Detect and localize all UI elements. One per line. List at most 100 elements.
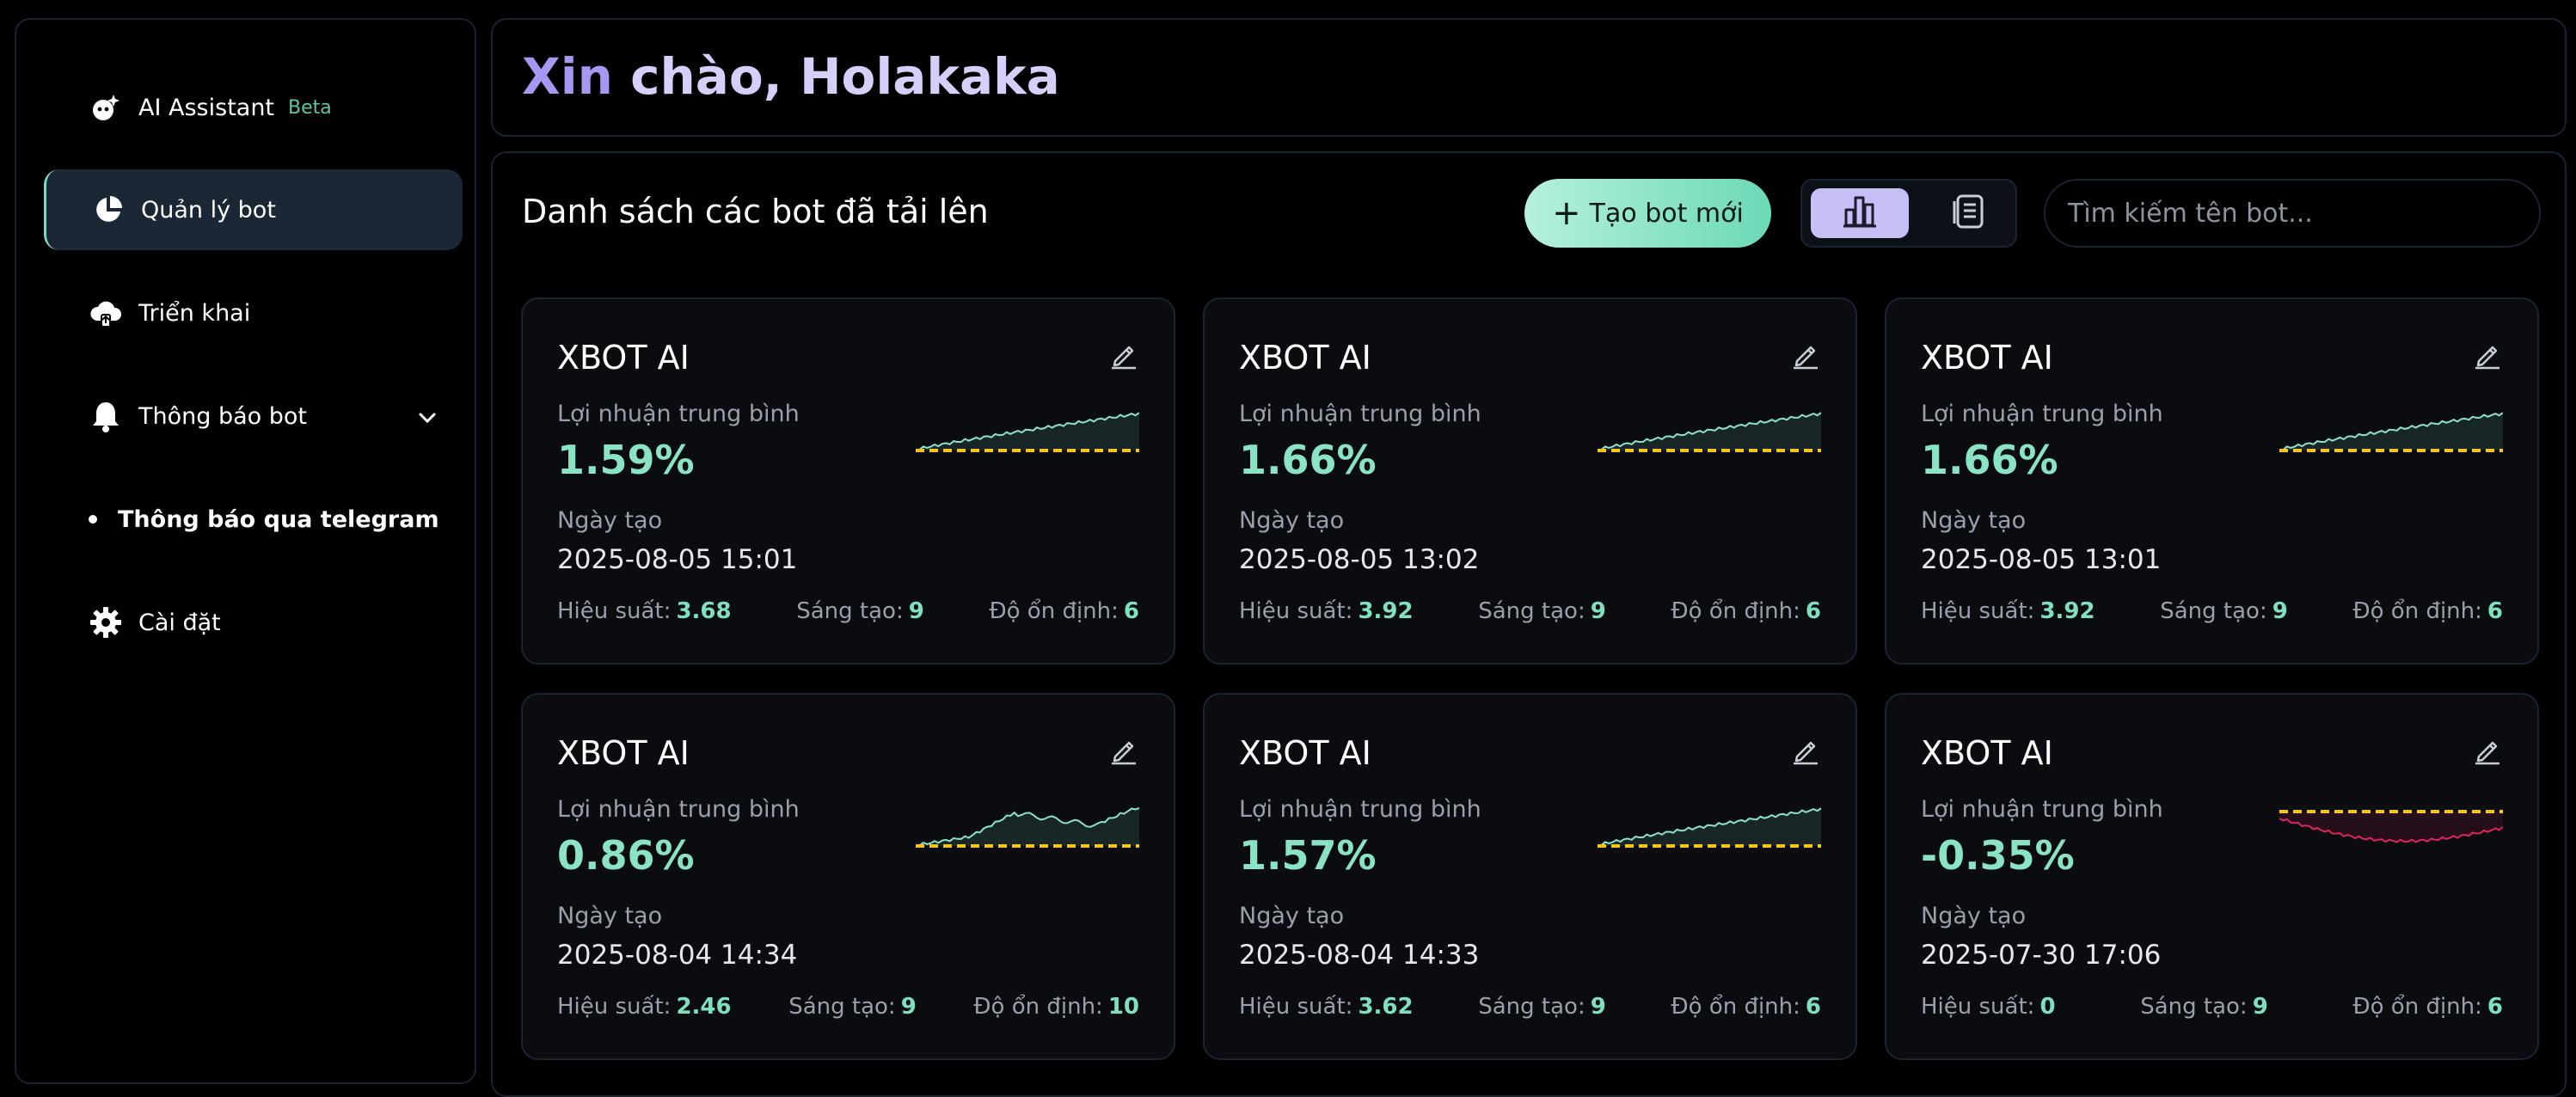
sparkline-area	[1598, 413, 1821, 450]
creativity-stat: Sáng tạo: 9	[796, 598, 924, 624]
stability-stat: Độ ổn định: 6	[1671, 598, 1821, 624]
bot-name: XBOT AI	[557, 734, 690, 772]
created-date: 2025-07-30 17:06	[1921, 940, 2162, 971]
performance-stat: Hiệu suất: 3.62	[1239, 994, 1414, 1020]
bar-chart-icon	[1841, 193, 1879, 234]
bot-name: XBOT AI	[1921, 734, 2053, 772]
edit-icon[interactable]	[2472, 339, 2503, 370]
created-date: 2025-08-04 14:33	[1239, 940, 1480, 971]
bot-stats: Hiệu suất: 3.62 Sáng tạo: 9 Độ ổn định: 6	[1239, 994, 1821, 1020]
profit-label: Lợi nhuận trung bình	[1239, 796, 1481, 823]
created-date-label: Ngày tạo	[1239, 507, 1345, 534]
plus-icon: +	[1552, 193, 1581, 233]
profit-value: 1.59%	[557, 437, 695, 483]
created-date-label: Ngày tạo	[557, 903, 663, 929]
created-date-label: Ngày tạo	[1239, 903, 1345, 929]
sparkline-area	[916, 413, 1139, 450]
sidebar-item-ai-assistant[interactable]: AI Assistant Beta	[44, 67, 463, 148]
sidebar-item-deploy[interactable]: Triển khai	[44, 273, 463, 353]
stability-stat: Độ ổn định: 6	[2352, 598, 2503, 624]
bot-card[interactable]: XBOT AI Lợi nhuận trung bình 1.66% Ngày …	[1203, 297, 1857, 665]
page-title: Xin chào, Holakaka	[522, 47, 1060, 106]
bullet-icon	[89, 515, 97, 524]
gear-icon	[89, 605, 123, 640]
sparkline-area	[2279, 413, 2503, 450]
bot-list-panel: Danh sách các bot đã tải lên + Tạo bot m…	[491, 151, 2567, 1097]
profit-value: 1.57%	[1239, 832, 1377, 879]
performance-stat: Hiệu suất: 0	[1921, 994, 2056, 1020]
performance-stat: Hiệu suất: 3.68	[557, 598, 732, 624]
beta-badge: Beta	[288, 96, 332, 119]
bot-card[interactable]: XBOT AI Lợi nhuận trung bình -0.35% Ngày…	[1885, 693, 2539, 1060]
create-bot-label: Tạo bot mới	[1589, 198, 1744, 229]
greeting-header: Xin chào, Holakaka	[491, 18, 2567, 137]
creativity-stat: Sáng tạo: 9	[2140, 994, 2268, 1020]
profit-value: 1.66%	[1921, 437, 2058, 483]
chevron-down-icon[interactable]	[418, 403, 437, 430]
sidebar-item-telegram-notifications[interactable]: Thông báo qua telegram	[44, 479, 463, 560]
edit-icon[interactable]	[1790, 339, 1821, 370]
profit-value: -0.35%	[1921, 832, 2075, 879]
profit-label: Lợi nhuận trung bình	[557, 796, 800, 823]
bot-card[interactable]: XBOT AI Lợi nhuận trung bình 1.57% Ngày …	[1203, 693, 1857, 1060]
bot-stats: Hiệu suất: 0 Sáng tạo: 9 Độ ổn định: 6	[1921, 994, 2503, 1020]
sidebar-item-settings[interactable]: Cài đặt	[44, 582, 463, 663]
edit-icon[interactable]	[1790, 734, 1821, 765]
bot-name: XBOT AI	[1239, 734, 1371, 772]
search-input[interactable]	[2044, 179, 2541, 248]
sidebar-item-label: Thông báo bot	[138, 402, 307, 430]
ai-assistant-icon	[89, 90, 123, 125]
bot-name: XBOT AI	[1921, 339, 2053, 377]
stability-stat: Độ ổn định: 6	[989, 598, 1139, 624]
cloud-upload-icon	[89, 296, 123, 330]
performance-stat: Hiệu suất: 3.92	[1239, 598, 1414, 624]
chart-view-button[interactable]	[1811, 188, 1909, 238]
bell-icon	[89, 399, 123, 433]
profit-label: Lợi nhuận trung bình	[1239, 401, 1481, 427]
created-date: 2025-08-05 13:02	[1239, 544, 1480, 575]
profit-sparkline	[1598, 412, 1821, 452]
profit-sparkline	[2279, 810, 2503, 843]
list-view-button[interactable]	[1940, 188, 2000, 238]
sparkline-area	[2279, 812, 2503, 843]
profit-sparkline	[1598, 807, 1821, 848]
bot-card[interactable]: XBOT AI Lợi nhuận trung bình 0.86% Ngày …	[521, 693, 1175, 1060]
created-date: 2025-08-05 15:01	[557, 544, 798, 575]
stability-stat: Độ ổn định: 6	[2352, 994, 2503, 1020]
performance-stat: Hiệu suất: 3.92	[1921, 598, 2095, 624]
edit-icon[interactable]	[2472, 734, 2503, 765]
sparkline-line	[916, 807, 1139, 847]
create-bot-button[interactable]: + Tạo bot mới	[1524, 179, 1771, 248]
profit-label: Lợi nhuận trung bình	[1921, 401, 2163, 427]
section-title: Danh sách các bot đã tải lên	[522, 193, 989, 230]
sparkline-area	[1598, 808, 1821, 846]
creativity-stat: Sáng tạo: 9	[1478, 994, 1606, 1020]
edit-icon[interactable]	[1108, 339, 1139, 370]
created-date-label: Ngày tạo	[1921, 507, 2027, 534]
bot-stats: Hiệu suất: 2.46 Sáng tạo: 9 Độ ổn định: 10	[557, 994, 1139, 1020]
profit-sparkline	[916, 412, 1139, 452]
bot-stats: Hiệu suất: 3.92 Sáng tạo: 9 Độ ổn định: 6	[1921, 598, 2503, 624]
sparkline-line	[1598, 807, 1821, 847]
pie-chart-icon	[91, 193, 126, 227]
sidebar-item-bot-management[interactable]: Quản lý bot	[44, 169, 463, 250]
profit-label: Lợi nhuận trung bình	[557, 401, 800, 427]
bot-stats: Hiệu suất: 3.92 Sáng tạo: 9 Độ ổn định: 6	[1239, 598, 1821, 624]
performance-stat: Hiệu suất: 2.46	[557, 994, 732, 1020]
creativity-stat: Sáng tạo: 9	[2160, 598, 2288, 624]
view-toggle	[1800, 179, 2017, 248]
bot-card[interactable]: XBOT AI Lợi nhuận trung bình 1.66% Ngày …	[1885, 297, 2539, 665]
stability-stat: Độ ổn định: 10	[973, 994, 1139, 1020]
sparkline-line	[916, 412, 1139, 451]
sidebar-item-bot-notifications[interactable]: Thông báo bot	[44, 376, 463, 457]
profit-value: 0.86%	[557, 832, 695, 879]
profit-sparkline	[2279, 412, 2503, 452]
created-date: 2025-08-04 14:34	[557, 940, 798, 971]
edit-icon[interactable]	[1108, 734, 1139, 765]
bot-card[interactable]: XBOT AI Lợi nhuận trung bình 1.59% Ngày …	[521, 297, 1175, 665]
created-date-label: Ngày tạo	[1921, 903, 2027, 929]
profit-value: 1.66%	[1239, 437, 1377, 483]
sidebar-item-label: AI Assistant	[138, 94, 275, 121]
creativity-stat: Sáng tạo: 9	[1478, 598, 1606, 624]
bot-name: XBOT AI	[557, 339, 690, 377]
